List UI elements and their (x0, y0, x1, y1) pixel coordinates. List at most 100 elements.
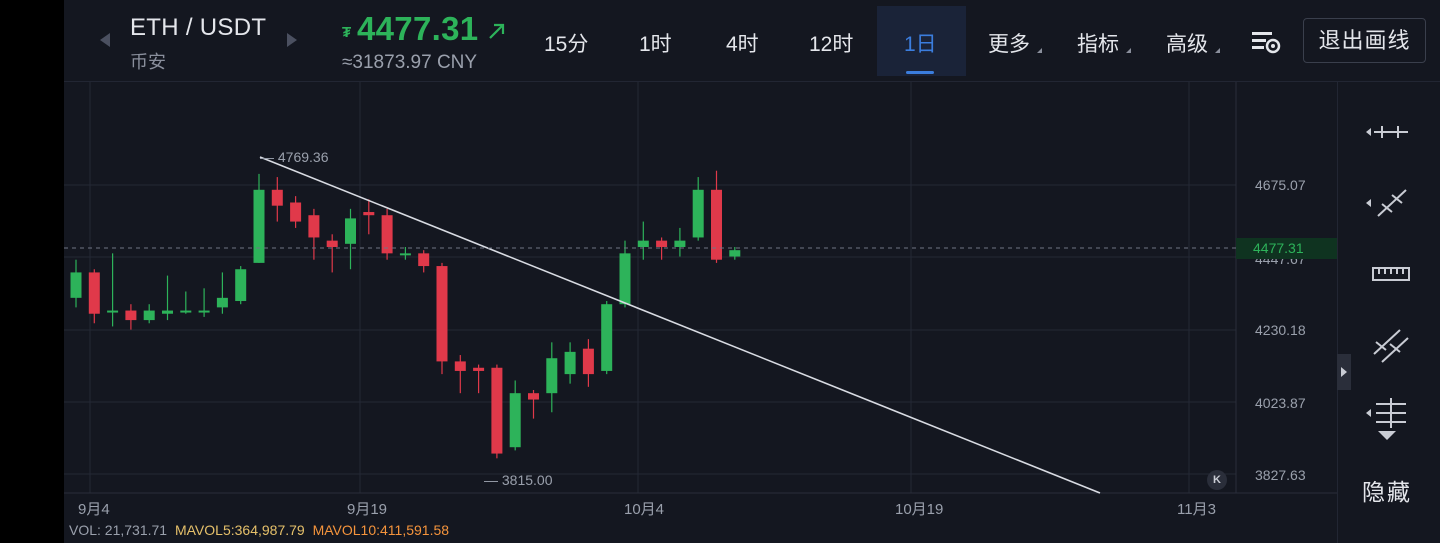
tether-symbol: ₮ (342, 24, 352, 41)
candle-down (656, 240, 668, 247)
indicators-menu[interactable]: 指标 (1077, 33, 1119, 56)
candle-down (381, 215, 393, 254)
candle-up (162, 310, 173, 314)
x-tick-label: 10月19 (895, 501, 944, 518)
candle-down (363, 212, 375, 216)
candlestick-chart[interactable] (64, 82, 1337, 543)
trading-app: ETH / USDT 币安 ₮ 4477.31 ≈31873.97 CNY 15… (64, 0, 1440, 543)
chart-grid (64, 82, 1337, 494)
ruler-icon (1372, 267, 1410, 281)
candle-down (473, 367, 485, 371)
candle-up (729, 250, 741, 257)
vol-value: VOL: 21,731.71 (69, 522, 168, 538)
fibonacci-icon (1376, 398, 1406, 428)
more-dropdown-icon (1037, 48, 1042, 53)
candles-group (70, 170, 741, 459)
candle-down (418, 253, 430, 267)
trendline-drawing[interactable] (259, 156, 1101, 494)
tab-12h[interactable]: 12时 (809, 33, 854, 56)
prev-pair-icon[interactable] (100, 33, 110, 47)
candle-up (180, 310, 192, 313)
candle-down (308, 215, 320, 238)
horizontal-line-icon (1374, 126, 1408, 138)
candle-down (528, 393, 539, 400)
x-tick-label: 9月4 (78, 501, 110, 518)
trading-pair[interactable]: ETH / USDT (130, 14, 267, 41)
scroll-to-start-button[interactable]: K (1207, 470, 1227, 490)
fibonacci-tool[interactable] (1360, 388, 1420, 438)
advanced-menu[interactable]: 高级 (1166, 33, 1208, 56)
candle-down (125, 310, 137, 321)
x-tick-label: 10月4 (624, 501, 665, 518)
trend-line-tool[interactable] (1360, 178, 1420, 228)
candle-down (290, 202, 302, 222)
tab-1h[interactable]: 1时 (639, 33, 672, 56)
y-tick-label: 4023.87 (1255, 395, 1306, 411)
candle-up (253, 189, 265, 263)
candle-down (582, 348, 594, 375)
candle-down (436, 266, 448, 362)
candle-down (491, 367, 503, 454)
candle-up (619, 253, 631, 305)
next-pair-icon[interactable] (287, 33, 297, 47)
low-annotation: — 3815.00 (484, 472, 553, 488)
candle-down (88, 272, 100, 314)
expand-right-icon (1341, 367, 1347, 377)
candle-up (564, 351, 576, 375)
x-tick-label: 9月19 (347, 501, 388, 518)
tool-expand-icon (1366, 128, 1371, 136)
high-annotation: — 4769.36 (260, 149, 329, 165)
chevron-down-icon[interactable] (1378, 431, 1396, 440)
candle-down (271, 189, 283, 206)
hide-toolbar-button[interactable]: 隐藏 (1362, 479, 1412, 505)
candle-up (107, 310, 119, 313)
candle-up (601, 304, 613, 371)
candle-down (454, 361, 466, 371)
tab-1d[interactable]: 1日 (904, 33, 937, 56)
header-bar: ETH / USDT 币安 ₮ 4477.31 ≈31873.97 CNY 15… (64, 0, 1440, 82)
active-tab-indicator (906, 71, 934, 74)
candle-up (198, 310, 210, 313)
current-price-tag: 4477.31 (1236, 238, 1337, 259)
advanced-dropdown-icon (1215, 48, 1220, 53)
candle-up (692, 189, 704, 238)
high-value: 4769.36 (277, 149, 329, 165)
x-tick-label: 11月3 (1177, 501, 1216, 518)
parallel-channel-tool[interactable] (1360, 320, 1420, 370)
more-menu[interactable]: 更多 (988, 33, 1030, 56)
tool-expand-icon (1366, 199, 1371, 207)
candle-up (674, 240, 686, 247)
low-value: 3815.00 (501, 472, 553, 488)
active-timeframe-highlight (877, 6, 966, 76)
current-price: 4477.31 (357, 10, 479, 47)
chart-settings-icon[interactable] (1250, 29, 1282, 55)
candle-up (345, 218, 356, 244)
candle-up (70, 272, 82, 298)
parallel-channel-icon (1373, 329, 1409, 363)
toolbar-toggle-button[interactable] (1337, 354, 1351, 390)
candle-down (711, 189, 722, 260)
exit-drawing-button[interactable]: 退出画线 (1303, 18, 1426, 63)
exchange-name: 币安 (130, 52, 166, 72)
y-tick-label: 4675.07 (1255, 177, 1306, 193)
tab-15m[interactable]: 15分 (544, 33, 589, 56)
indicators-dropdown-icon (1126, 48, 1131, 53)
price-up-arrow-icon (489, 23, 505, 39)
candle-up (235, 269, 247, 302)
trend-line-icon (1377, 189, 1407, 217)
drawing-toolbar (1337, 82, 1440, 543)
price-cny: ≈31873.97 CNY (342, 52, 478, 73)
y-tick-label: 3827.63 (1255, 467, 1306, 483)
mavol5-value: MAVOL5:364,987.79 (174, 522, 305, 538)
candle-up (637, 240, 649, 247)
horizontal-line-tool[interactable] (1360, 107, 1420, 157)
ruler-tool[interactable] (1360, 250, 1420, 300)
candle-up (546, 358, 558, 394)
mavol10-value: MAVOL10:411,591.58 (312, 522, 450, 538)
y-tick-label: 4230.18 (1255, 322, 1306, 338)
volume-stats: VOL: 21,731.71 MAVOL5:364,987.79 MAVOL10… (69, 522, 453, 538)
candle-up (509, 393, 521, 448)
tab-4h[interactable]: 4时 (726, 33, 759, 56)
candle-up (216, 297, 228, 308)
candle-up (143, 310, 155, 321)
